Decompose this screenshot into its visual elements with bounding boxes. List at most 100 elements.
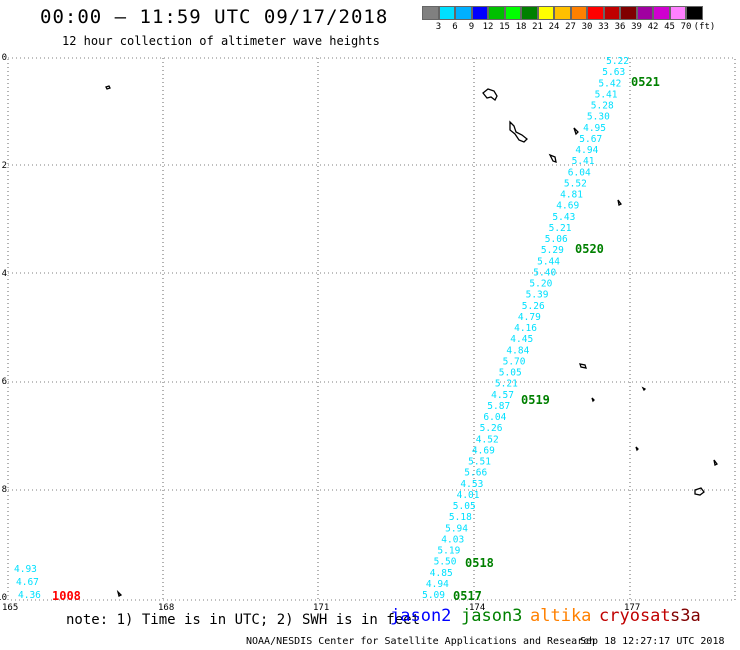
satellite-jason3: jason3 — [461, 606, 523, 626]
island-outline — [116, 589, 123, 597]
track-value: 4.03 — [441, 534, 464, 545]
buoy-label: 1008 — [52, 589, 81, 603]
lat-tick-label: -2 — [0, 161, 7, 171]
track-value: 5.22 — [606, 56, 629, 67]
time-marks: 0521 0520 0519 0518 0517 1008 — [52, 75, 660, 603]
track-value: 4.94 — [575, 145, 598, 156]
wave-height-legend-labels: 3 6 9 12 15 18 21 24 27 30 33 36 39 42 45 70 (ft) — [422, 22, 740, 34]
lat-tick-label: 0 — [2, 53, 7, 63]
track-value: 5.40 — [533, 267, 556, 278]
time-mark: 0518 — [465, 556, 494, 570]
track-value: 5.28 — [591, 101, 614, 112]
legend-swatch — [570, 6, 587, 20]
track-value: 5.94 — [445, 523, 468, 534]
legend-swatch — [603, 6, 620, 20]
track-value: 4.94 — [426, 579, 449, 590]
track-value: 6.04 — [483, 412, 506, 423]
track-value: 5.42 — [598, 78, 621, 89]
legend-label: 42 — [647, 22, 659, 32]
map-title: 00:00 – 11:59 UTC 09/17/2018 — [40, 6, 389, 28]
track-value: 5.18 — [449, 512, 472, 523]
track-value: 4.67 — [16, 577, 39, 588]
legend-label: 30 — [581, 22, 593, 32]
lat-tick-label: -6 — [0, 377, 7, 387]
track-value: 5.19 — [437, 546, 460, 557]
legend-label: 45 — [664, 22, 675, 32]
track-value: 4.79 — [518, 312, 541, 323]
lat-tick-label: -4 — [0, 269, 7, 279]
footer-note: note: 1) Time is in UTC; 2) SWH is in fe… — [66, 612, 421, 628]
track-value: 5.26 — [522, 301, 545, 312]
island-outline — [591, 397, 595, 403]
lat-tick-label: -8 — [0, 485, 7, 495]
track-value: 4.45 — [510, 334, 533, 345]
legend-swatch — [669, 6, 686, 20]
footer-timestamp: Sep 18 12:27:17 UTC 2018 — [580, 636, 725, 647]
track-value: 5.05 — [499, 368, 522, 379]
time-mark: 0519 — [521, 393, 550, 407]
legend-label: 36 — [614, 22, 626, 32]
track-value: 5.51 — [468, 457, 491, 468]
island-outline — [105, 85, 111, 90]
track-value: 5.66 — [464, 468, 487, 479]
legend-swatch — [455, 6, 472, 20]
satellite-s3a: s3a — [670, 606, 701, 626]
track-value: 5.05 — [453, 501, 476, 512]
legend-label: 15 — [499, 22, 510, 32]
legend-label: 24 — [548, 22, 560, 32]
track-value: 4.84 — [506, 345, 529, 356]
track-value: 5.50 — [434, 557, 457, 568]
map-subtitle: 12 hour collection of altimeter wave hei… — [62, 34, 380, 48]
track-value: 4.81 — [560, 190, 583, 201]
legend-label: 6 — [452, 22, 458, 32]
track-value: 4.16 — [514, 323, 537, 334]
legend-label: 33 — [598, 22, 609, 32]
track-value: 5.52 — [564, 178, 587, 189]
track-value: 4.85 — [430, 568, 453, 579]
island-outline — [548, 153, 557, 163]
island-outline — [617, 199, 622, 206]
track-value: 5.29 — [541, 245, 564, 256]
island-outline — [579, 363, 587, 369]
legend-label: 70 — [680, 22, 692, 32]
map-frame — [7, 57, 736, 601]
satellite-altika: altika — [530, 606, 592, 626]
legend-swatch — [521, 6, 538, 20]
satellite-cryosat: cryosat — [599, 606, 671, 626]
track-value: 5.21 — [495, 379, 518, 390]
track-value: 5.44 — [537, 256, 560, 267]
map-grid — [7, 57, 736, 601]
legend-swatch — [620, 6, 637, 20]
legend-label: 27 — [565, 22, 576, 32]
land-outlines — [105, 85, 718, 597]
track-value: 5.30 — [587, 112, 610, 123]
track-value: 4.57 — [491, 390, 514, 401]
legend-label: 12 — [482, 22, 494, 32]
island-outline — [641, 386, 647, 392]
island-outline — [482, 88, 498, 101]
legend-swatch — [504, 6, 521, 20]
legend-swatch — [653, 6, 670, 20]
legend-swatch — [686, 6, 703, 20]
track-value: 5.09 — [422, 590, 445, 601]
track-value: 5.70 — [503, 356, 526, 367]
altimeter-track: 5.225.635.425.415.285.304.955.674.945.41… — [14, 56, 629, 601]
legend-swatch — [422, 6, 439, 20]
island-outline — [573, 127, 579, 136]
legend-label: 39 — [631, 22, 642, 32]
time-mark: 0521 — [631, 75, 660, 89]
track-value: 4.52 — [476, 434, 499, 445]
time-mark: 0520 — [575, 242, 604, 256]
track-value: 4.93 — [14, 564, 37, 575]
lon-tick-label: 165 — [2, 603, 18, 613]
legend-label: 3 — [435, 22, 442, 32]
track-value: 5.21 — [549, 223, 572, 234]
legend-swatch — [471, 6, 488, 20]
track-value: 4.36 — [18, 590, 41, 601]
legend-swatch — [438, 6, 455, 20]
island-outline — [509, 120, 528, 143]
track-value: 4.95 — [583, 123, 606, 134]
legend-swatch — [554, 6, 571, 20]
legend-label: (ft) — [693, 22, 716, 32]
satellite-jason2: jason2 — [390, 606, 452, 626]
